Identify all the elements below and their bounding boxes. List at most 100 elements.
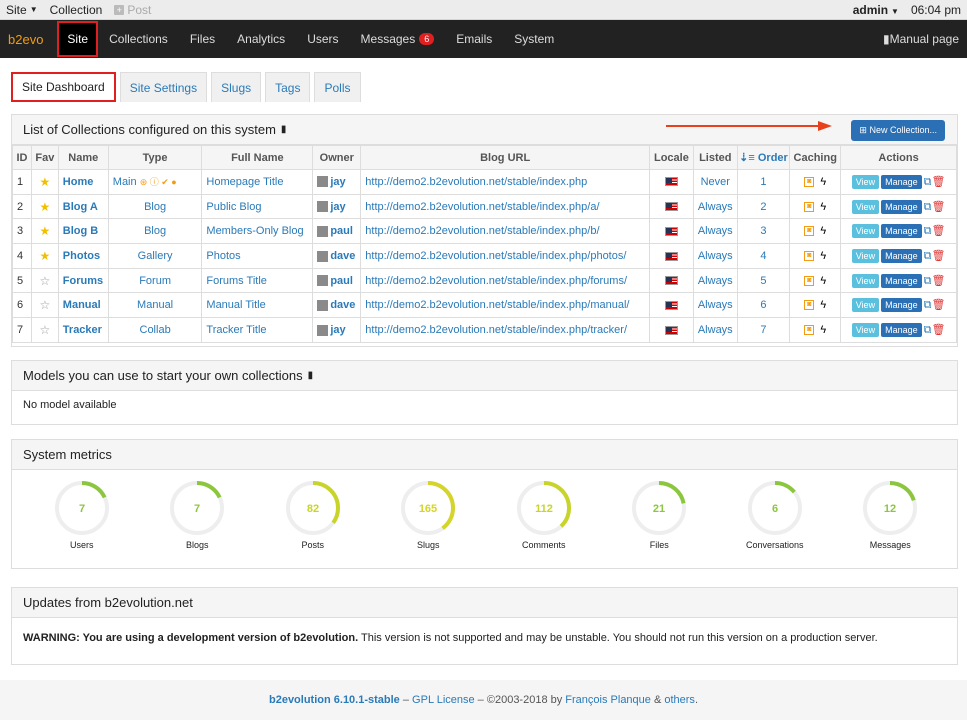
manage-button[interactable]: Manage <box>881 298 922 313</box>
listed-link[interactable]: Always <box>697 200 733 213</box>
view-button[interactable]: View <box>851 298 880 313</box>
col-order[interactable]: ⇣≡ Order <box>736 145 791 170</box>
copy-icon[interactable]: ⧉ <box>923 175 932 188</box>
owner-link[interactable]: paul <box>330 225 353 238</box>
cell-fav[interactable]: ☆ <box>30 292 59 319</box>
footer-version-link[interactable]: b2evolution 6.10.1-stable <box>268 694 400 706</box>
collection-type-link[interactable]: Collab <box>139 323 171 336</box>
favorite-star-icon[interactable]: ☆ <box>39 322 51 337</box>
cell-fav[interactable]: ★ <box>30 243 59 269</box>
owner-link[interactable]: jay <box>330 200 346 213</box>
tab-slugs[interactable]: Slugs <box>211 72 262 102</box>
copy-icon[interactable]: ⧉ <box>923 200 932 213</box>
cell-fav[interactable]: ★ <box>30 169 59 195</box>
cell-fav[interactable]: ☆ <box>30 317 59 343</box>
nav-site[interactable]: Site <box>57 21 99 57</box>
bolt-icon[interactable]: ϟ <box>820 225 827 238</box>
blog-url-link[interactable]: http://demo2.b2evolution.net/stable/inde… <box>365 299 630 312</box>
trash-icon[interactable]: 🗑 <box>931 323 946 336</box>
tab-polls[interactable]: Polls <box>314 72 361 102</box>
footer-license-link[interactable]: GPL License <box>412 694 475 706</box>
full-name-link[interactable]: Tracker Title <box>206 323 267 336</box>
favorite-star-icon[interactable]: ☆ <box>39 273 51 288</box>
col-blog-url[interactable]: Blog URL <box>360 145 650 170</box>
post-menu[interactable]: + Post <box>114 3 151 17</box>
tab-tags[interactable]: Tags <box>265 72 311 102</box>
nav-analytics[interactable]: Analytics <box>237 32 286 46</box>
col-owner[interactable]: Owner <box>312 145 362 170</box>
nav-messages[interactable]: Messages 6 <box>350 20 446 58</box>
trash-icon[interactable]: 🗑 <box>931 225 946 238</box>
full-name-link[interactable]: Forums Title <box>206 274 267 287</box>
favorite-star-icon[interactable]: ★ <box>39 174 51 189</box>
listed-link[interactable]: Always <box>697 299 733 312</box>
trash-icon[interactable]: 🗑 <box>931 200 946 213</box>
order-link[interactable]: 6 <box>760 299 767 312</box>
copy-icon[interactable]: ⧉ <box>923 274 932 287</box>
collection-type-link[interactable]: Gallery <box>137 249 173 262</box>
site-menu[interactable]: Site ▼ <box>6 3 38 17</box>
trash-icon[interactable]: 🗑 <box>931 249 946 262</box>
collection-type-link[interactable]: Blog <box>144 225 167 238</box>
bolt-icon[interactable]: ϟ <box>820 175 827 188</box>
listed-link[interactable]: Always <box>697 274 733 287</box>
manage-button[interactable]: Manage <box>881 273 922 288</box>
collection-name-link[interactable]: Tracker <box>62 323 102 336</box>
rss-cache-icon[interactable]: ◙ <box>804 176 815 187</box>
full-name-link[interactable]: Members-Only Blog <box>206 225 304 238</box>
blog-url-link[interactable]: http://demo2.b2evolution.net/stable/inde… <box>365 200 600 213</box>
trash-icon[interactable]: 🗑 <box>931 299 946 312</box>
order-link[interactable]: 3 <box>760 225 767 238</box>
cell-fav[interactable]: ☆ <box>30 267 59 294</box>
order-link[interactable]: 5 <box>760 274 767 287</box>
nav-users[interactable]: Users <box>307 32 339 46</box>
rss-cache-icon[interactable]: ◙ <box>804 201 815 212</box>
col-listed[interactable]: Listed <box>692 145 738 170</box>
nav-files[interactable]: Files <box>189 32 216 46</box>
footer-others-link[interactable]: others <box>664 694 695 706</box>
new-collection-button[interactable]: ⊞ New Collection... <box>851 120 945 141</box>
collection-type-link[interactable]: Blog <box>144 200 167 213</box>
copy-icon[interactable]: ⧉ <box>923 225 932 238</box>
bolt-icon[interactable]: ϟ <box>820 274 827 287</box>
nav-collections[interactable]: Collections <box>109 32 168 46</box>
view-button[interactable]: View <box>851 174 880 189</box>
col-full-name[interactable]: Full Name <box>201 145 314 170</box>
col-id[interactable]: ID <box>12 145 32 170</box>
collection-name-link[interactable]: Blog B <box>62 225 99 238</box>
view-button[interactable]: View <box>851 322 880 337</box>
manage-button[interactable]: Manage <box>881 199 922 214</box>
nav-emails[interactable]: Emails <box>456 32 493 46</box>
manage-button[interactable]: Manage <box>881 248 922 263</box>
full-name-link[interactable]: Manual Title <box>206 299 266 312</box>
manual-page-link[interactable]: ▮Manual page <box>883 32 959 46</box>
copy-icon[interactable]: ⧉ <box>923 299 932 312</box>
trash-icon[interactable]: 🗑 <box>931 274 946 287</box>
bolt-icon[interactable]: ϟ <box>820 323 827 336</box>
order-link[interactable]: 1 <box>760 175 767 188</box>
listed-link[interactable]: Always <box>697 249 733 262</box>
col-name[interactable]: Name <box>57 145 109 170</box>
listed-link[interactable]: Always <box>697 225 733 238</box>
collection-name-link[interactable]: Home <box>62 175 94 188</box>
owner-link[interactable]: dave <box>330 249 356 262</box>
col-fav[interactable]: Fav <box>30 145 59 170</box>
favorite-star-icon[interactable]: ★ <box>39 199 51 214</box>
favorite-star-icon[interactable]: ☆ <box>39 298 51 313</box>
rss-cache-icon[interactable]: ◙ <box>804 325 815 336</box>
view-button[interactable]: View <box>851 224 880 239</box>
col-type[interactable]: Type <box>107 145 203 170</box>
favorite-star-icon[interactable]: ★ <box>39 224 51 239</box>
full-name-link[interactable]: Homepage Title <box>206 175 284 188</box>
manage-button[interactable]: Manage <box>881 322 922 337</box>
brand-logo[interactable]: b2evo <box>8 31 44 47</box>
blog-url-link[interactable]: http://demo2.b2evolution.net/stable/inde… <box>365 225 600 238</box>
collection-menu[interactable]: Collection <box>49 2 103 17</box>
bolt-icon[interactable]: ϟ <box>820 200 827 213</box>
col-caching[interactable]: Caching <box>789 145 842 170</box>
tab-site-settings[interactable]: Site Settings <box>119 72 208 102</box>
copy-icon[interactable]: ⧉ <box>923 323 932 336</box>
rss-cache-icon[interactable]: ◙ <box>804 251 815 261</box>
nav-system[interactable]: System <box>514 32 555 46</box>
view-button[interactable]: View <box>851 248 880 263</box>
